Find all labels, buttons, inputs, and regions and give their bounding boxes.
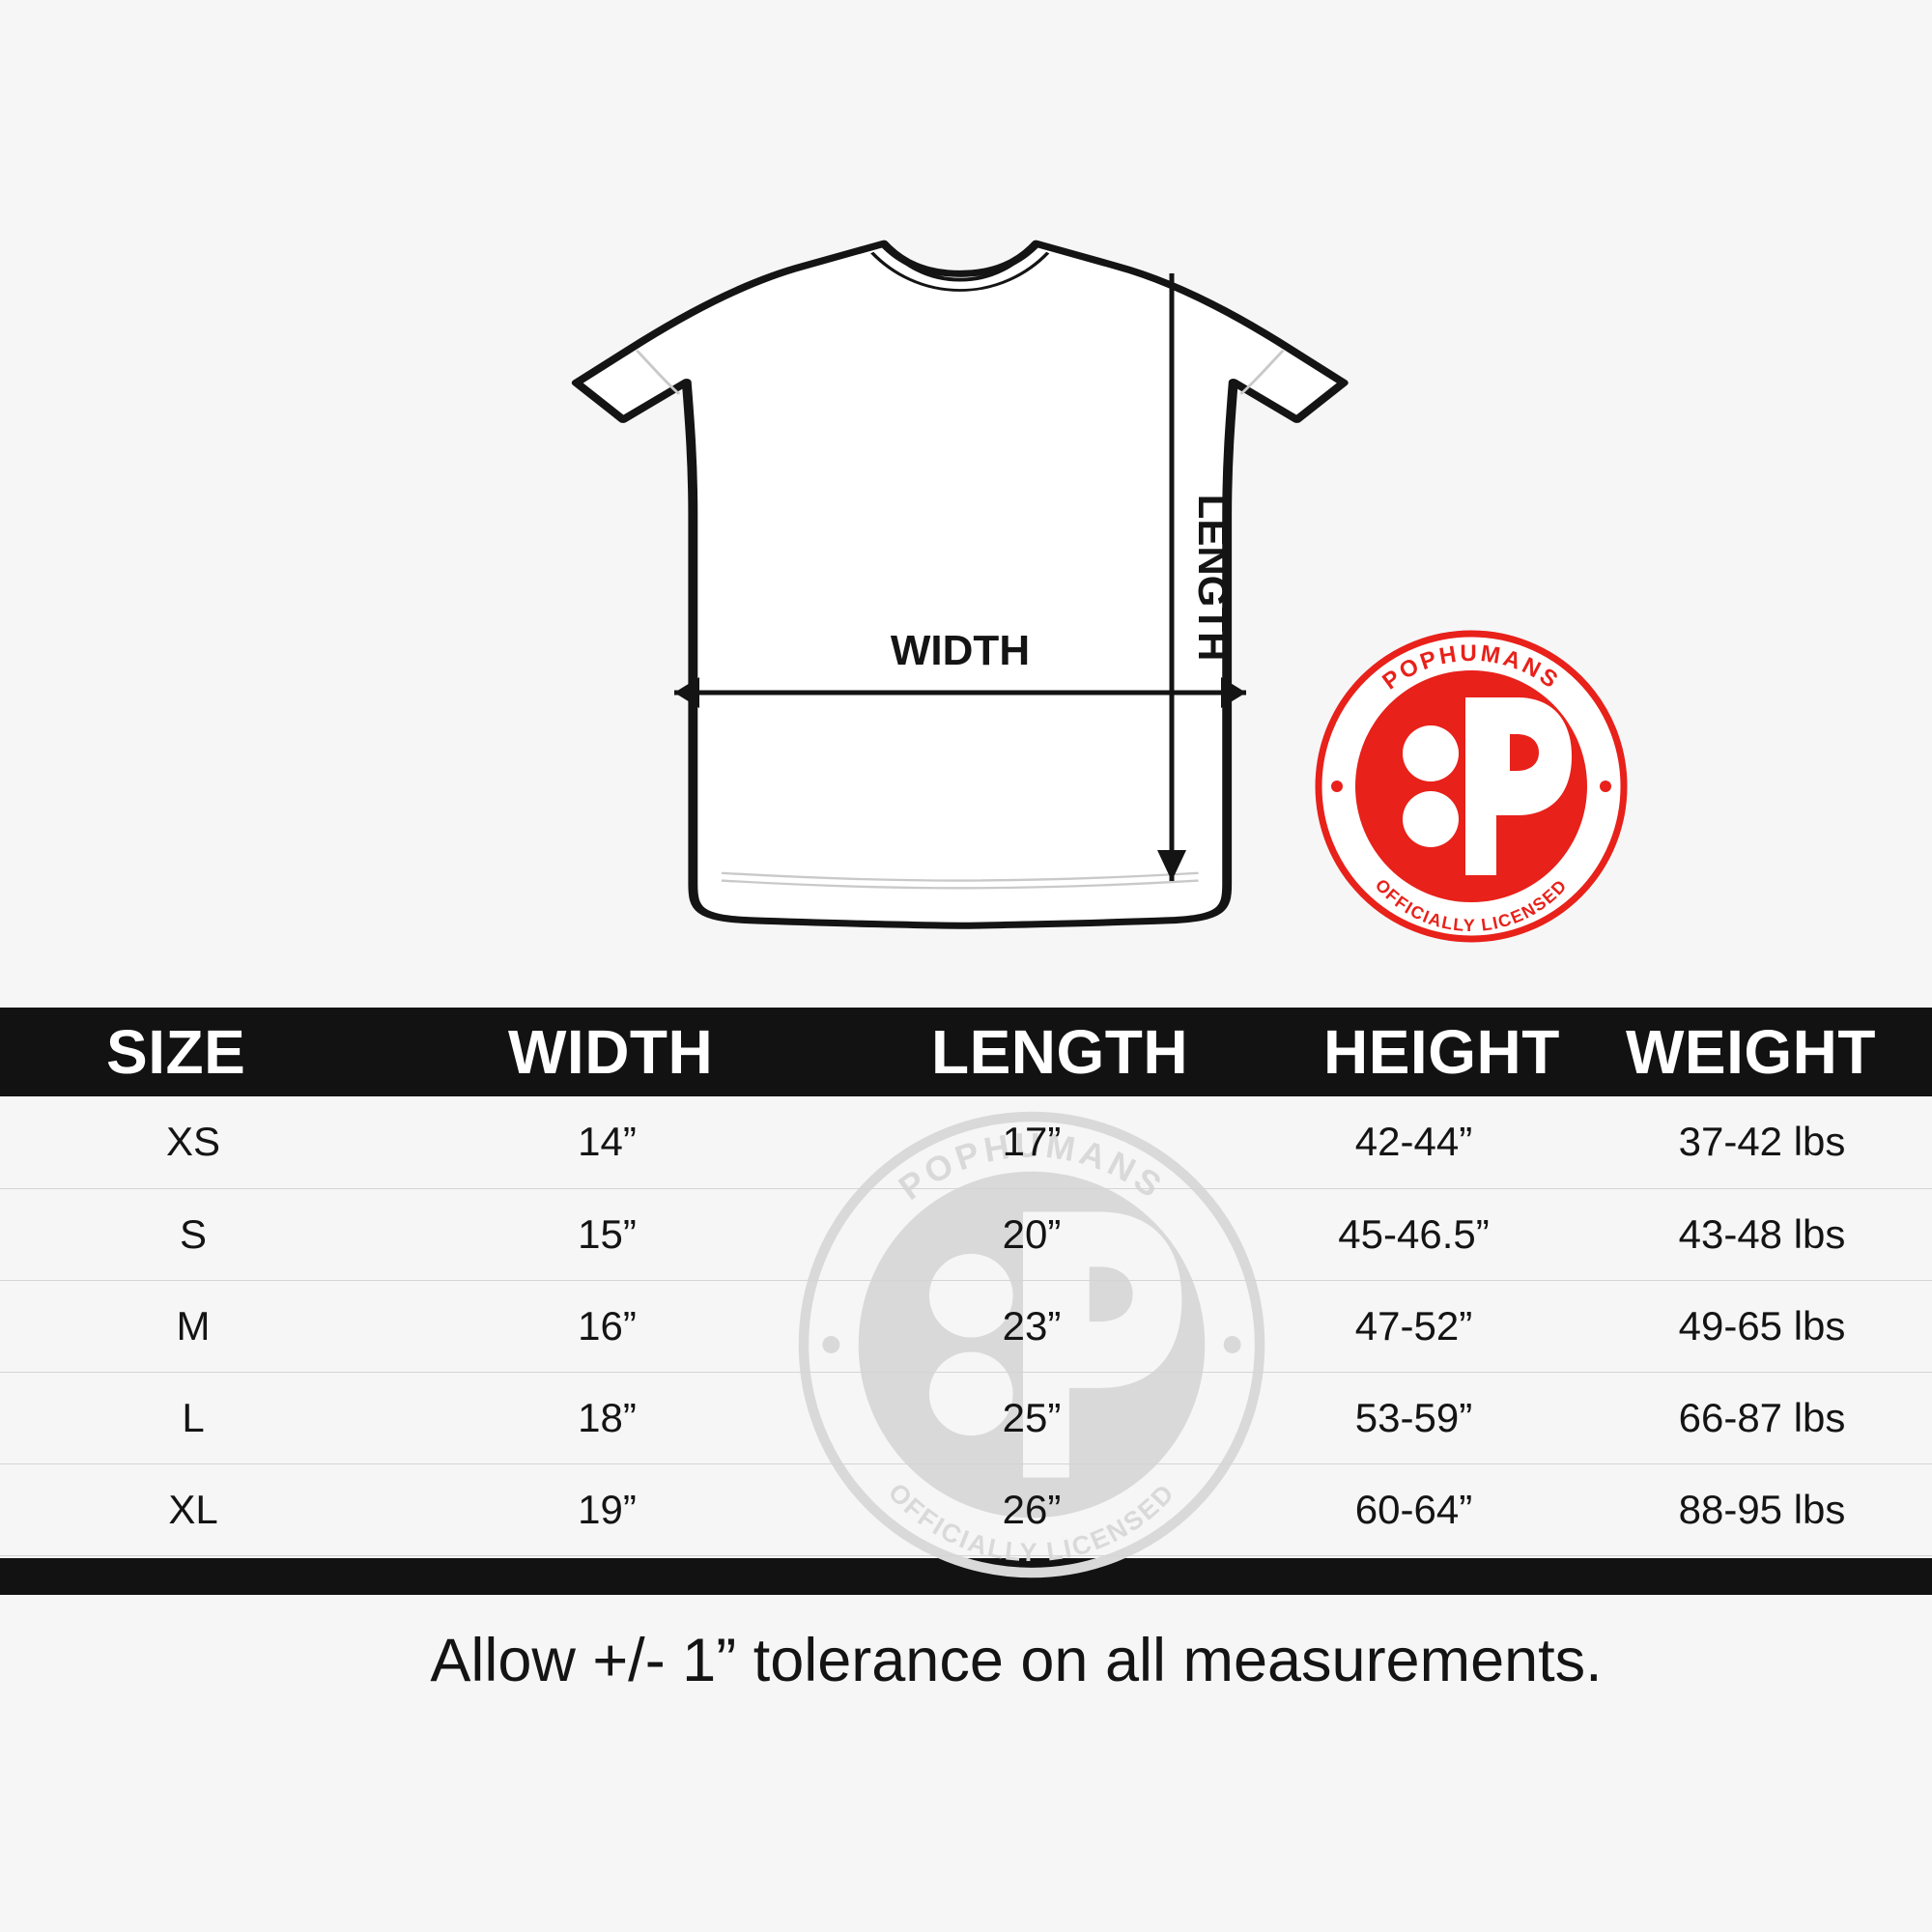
svg-text:WIDTH: WIDTH: [891, 627, 1030, 674]
svg-text:LENGTH: LENGTH: [1190, 495, 1236, 662]
